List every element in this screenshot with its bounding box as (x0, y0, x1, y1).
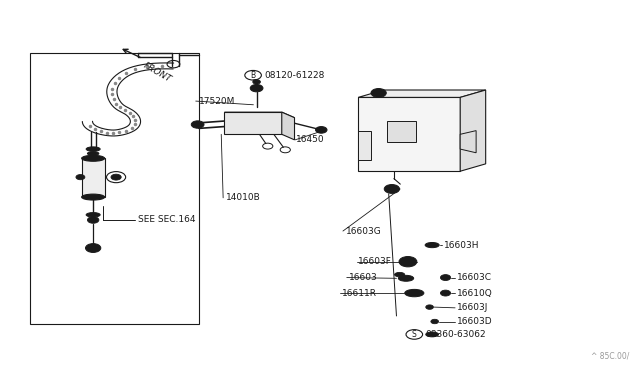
Polygon shape (225, 112, 282, 134)
Text: 08360-63062: 08360-63062 (425, 330, 486, 339)
Circle shape (426, 305, 433, 310)
Text: 16603: 16603 (349, 273, 378, 282)
Circle shape (316, 126, 327, 133)
Text: 16450: 16450 (296, 135, 325, 144)
Text: ^ 85C.00/: ^ 85C.00/ (591, 351, 629, 360)
Ellipse shape (86, 147, 100, 151)
Bar (30, 53, 199, 324)
Circle shape (371, 89, 387, 97)
Text: B: B (250, 71, 255, 80)
Ellipse shape (88, 152, 99, 155)
Ellipse shape (404, 289, 424, 297)
Circle shape (440, 275, 451, 280)
Text: 16610Q: 16610Q (457, 289, 493, 298)
Circle shape (111, 174, 121, 180)
Circle shape (384, 185, 399, 193)
Polygon shape (358, 131, 371, 160)
Text: 16603G: 16603G (346, 227, 381, 235)
Text: 14010B: 14010B (227, 193, 261, 202)
Text: 16603C: 16603C (457, 273, 492, 282)
Ellipse shape (82, 155, 104, 161)
Text: 16611R: 16611R (342, 289, 378, 298)
Polygon shape (460, 90, 486, 171)
Circle shape (440, 290, 451, 296)
Circle shape (403, 259, 412, 264)
Text: FRONT: FRONT (142, 61, 173, 84)
Ellipse shape (426, 332, 438, 337)
Ellipse shape (82, 194, 104, 200)
Text: 16603H: 16603H (444, 241, 480, 250)
Ellipse shape (86, 212, 100, 217)
Circle shape (86, 244, 100, 253)
Text: 16603F: 16603F (358, 257, 392, 266)
Ellipse shape (425, 243, 439, 248)
Polygon shape (460, 131, 476, 153)
Polygon shape (358, 90, 486, 97)
Circle shape (399, 257, 417, 267)
Circle shape (388, 187, 396, 191)
Text: 16603J: 16603J (457, 303, 488, 312)
Text: 08120-61228: 08120-61228 (264, 71, 324, 80)
Bar (82, 158, 104, 197)
Circle shape (431, 319, 438, 324)
Polygon shape (387, 121, 415, 142)
Ellipse shape (394, 272, 404, 277)
Text: S: S (412, 330, 417, 339)
Text: 17520M: 17520M (199, 97, 236, 106)
Ellipse shape (398, 275, 413, 281)
Circle shape (76, 174, 85, 180)
Circle shape (88, 217, 99, 223)
Circle shape (250, 84, 263, 92)
Text: SEE SEC.164: SEE SEC.164 (138, 215, 196, 224)
Text: 16603D: 16603D (457, 317, 493, 326)
Circle shape (253, 80, 260, 84)
Polygon shape (225, 112, 294, 118)
Polygon shape (358, 97, 460, 171)
Circle shape (191, 121, 204, 128)
Polygon shape (282, 112, 294, 140)
